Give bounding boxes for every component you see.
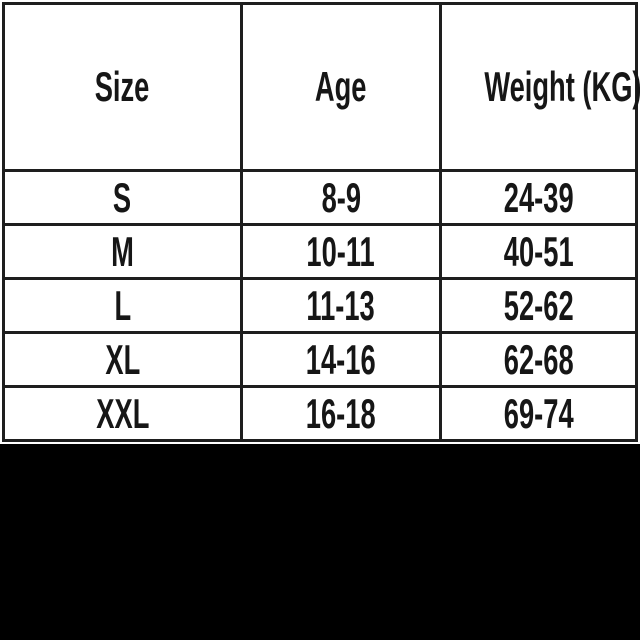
size-chart-table: Size Age Weight (KG) S 8-9 24-39 M 10-11… bbox=[2, 2, 640, 442]
table-row-l: L 11-13 52-62 bbox=[2, 277, 638, 334]
size-value: L bbox=[114, 281, 131, 329]
cell-size-l: L bbox=[2, 277, 243, 334]
cell-age-l: 11-13 bbox=[240, 277, 442, 334]
cell-size-xl: XL bbox=[2, 331, 243, 388]
column-header-age: Age bbox=[240, 2, 442, 172]
age-value: 11-13 bbox=[306, 281, 376, 329]
cell-age-xxl: 16-18 bbox=[240, 385, 442, 442]
cell-size-m: M bbox=[2, 223, 243, 280]
table-row-xxl: XXL 16-18 69-74 bbox=[2, 385, 638, 442]
table-header-row: Size Age Weight (KG) bbox=[2, 2, 640, 172]
cell-size-xxl: XXL bbox=[2, 385, 243, 442]
age-value: 8-9 bbox=[321, 173, 361, 221]
column-header-weight-label: Weight (KG) bbox=[484, 63, 640, 110]
column-header-size-label: Size bbox=[95, 63, 150, 110]
weight-value: 52-62 bbox=[503, 281, 574, 329]
age-value: 10-11 bbox=[306, 227, 376, 275]
cell-age-s: 8-9 bbox=[240, 169, 442, 226]
weight-value: 24-39 bbox=[503, 173, 574, 221]
cell-weight-xxl: 69-74 bbox=[439, 385, 638, 442]
cell-age-xl: 14-16 bbox=[240, 331, 442, 388]
size-value: S bbox=[113, 173, 132, 221]
age-value: 16-18 bbox=[306, 389, 376, 437]
cell-weight-m: 40-51 bbox=[439, 223, 638, 280]
black-footer-band bbox=[0, 444, 640, 640]
table-row-xl: XL 14-16 62-68 bbox=[2, 331, 638, 388]
size-value: XL bbox=[105, 335, 140, 383]
weight-value: 40-51 bbox=[503, 227, 574, 275]
cell-weight-l: 52-62 bbox=[439, 277, 638, 334]
weight-value: 62-68 bbox=[503, 335, 574, 383]
cell-weight-xl: 62-68 bbox=[439, 331, 638, 388]
size-value: M bbox=[111, 227, 134, 275]
age-value: 14-16 bbox=[306, 335, 376, 383]
column-header-size: Size bbox=[2, 2, 243, 172]
table-row-m: M 10-11 40-51 bbox=[2, 223, 638, 280]
column-header-age-label: Age bbox=[315, 63, 367, 110]
cell-age-m: 10-11 bbox=[240, 223, 442, 280]
weight-value: 69-74 bbox=[503, 389, 574, 437]
table-row-s: S 8-9 24-39 bbox=[2, 169, 638, 226]
cell-size-s: S bbox=[2, 169, 243, 226]
column-header-weight: Weight (KG) bbox=[439, 2, 640, 172]
size-value: XXL bbox=[95, 389, 150, 437]
cell-weight-s: 24-39 bbox=[439, 169, 638, 226]
